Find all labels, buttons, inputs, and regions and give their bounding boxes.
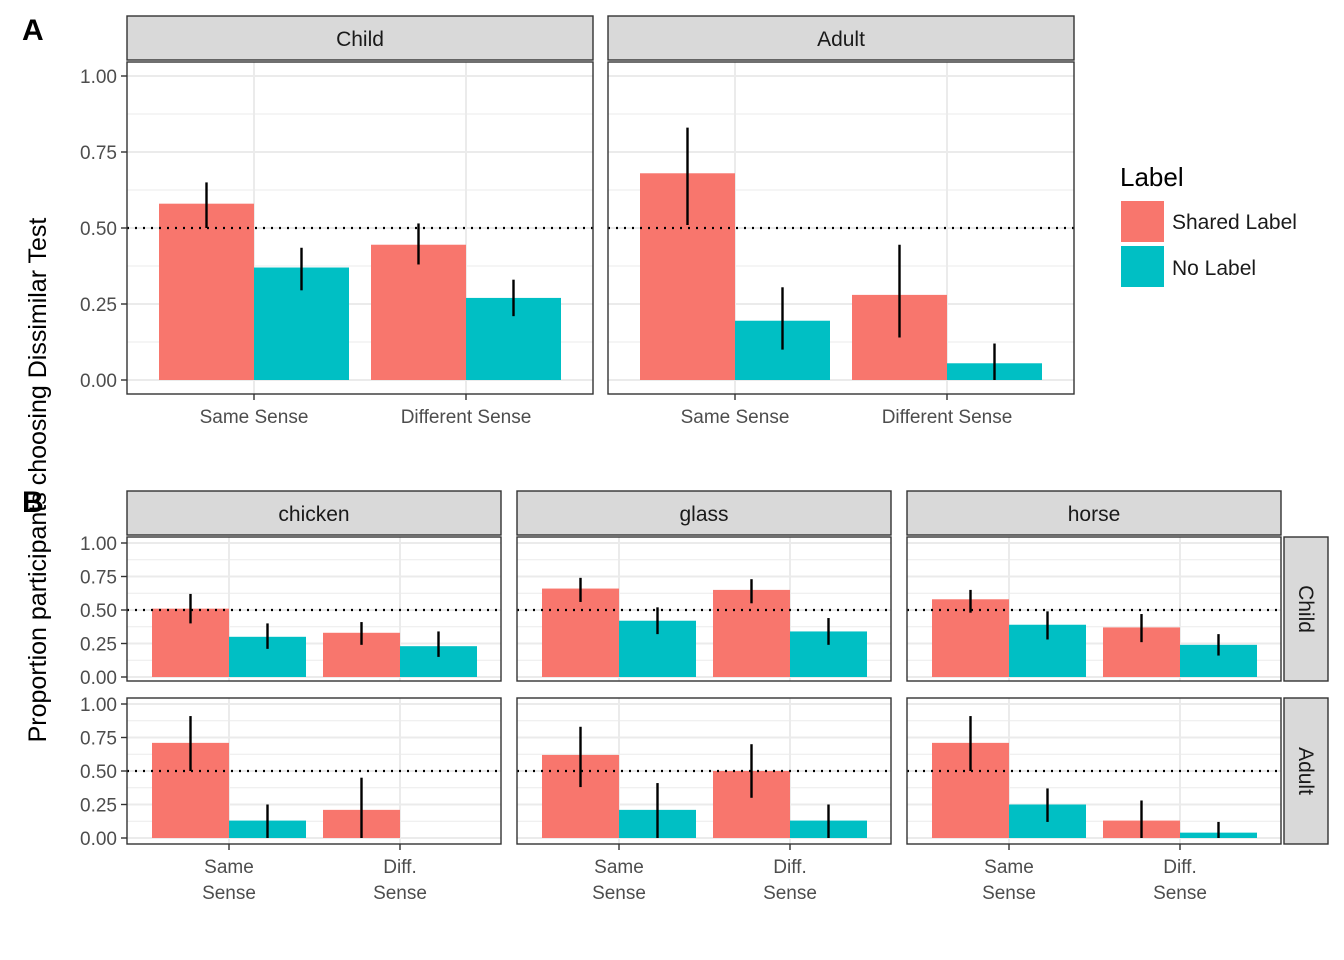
x-tick-label: Diff. <box>383 857 416 878</box>
facet-strip-label: glass <box>679 503 728 526</box>
facet-strip-label: Child <box>336 28 384 51</box>
panel-border <box>516 697 892 845</box>
bar <box>542 588 619 677</box>
y-tick-label: 0.50 <box>80 219 117 240</box>
facet-strip <box>906 490 1282 536</box>
facet-panel: Same Sense Diff. Sense <box>516 697 892 904</box>
y-tick-label: 0.75 <box>80 143 117 164</box>
panel-border <box>126 536 502 682</box>
x-tick-label: Same <box>594 857 644 878</box>
panel-border <box>906 536 1282 682</box>
y-axis-title: Proportion participants choosing Dissimi… <box>24 218 52 743</box>
y-tick-label: 0.50 <box>80 601 117 622</box>
panel-border <box>607 61 1075 395</box>
bar <box>713 589 790 677</box>
x-tick-label: Same <box>984 857 1034 878</box>
x-tick-label: Diff. <box>773 857 806 878</box>
legend-title: Label <box>1120 162 1184 192</box>
legend-label-no-label: No Label <box>1172 257 1256 280</box>
facet-strip-label: chicken <box>278 503 349 526</box>
bar <box>159 203 254 380</box>
x-tick-label: Same <box>204 857 254 878</box>
x-tick-label: Sense <box>1153 883 1207 904</box>
y-tick-label: 0.25 <box>80 295 117 316</box>
facet-strip <box>126 490 502 536</box>
legend: Label Shared Label No Label <box>1120 162 1297 287</box>
facet-strip-label: Adult <box>1294 747 1317 795</box>
facet-panel: 0.00 0.25 0.50 0.75 1.00 <box>80 534 502 689</box>
facet-panel <box>516 536 892 682</box>
legend-key-shared-label <box>1121 201 1164 242</box>
facet-strip <box>1283 697 1329 845</box>
facet-panel: Same Sense Diff. Sense 0.00 0.25 0.50 0.75 1.00 <box>80 695 502 904</box>
x-tick-label: Diff. <box>1163 857 1196 878</box>
facet-strip <box>126 15 594 61</box>
y-tick-label: 1.00 <box>80 695 117 716</box>
y-tick-label: 0.25 <box>80 796 117 817</box>
x-tick-label: Different Sense <box>401 407 532 428</box>
y-tick-label: 0.50 <box>80 762 117 783</box>
x-tick-label: Sense <box>373 883 427 904</box>
legend-key-no-label <box>1121 246 1164 287</box>
x-tick-label: Sense <box>592 883 646 904</box>
bar <box>371 244 466 380</box>
panel-tag-b: B <box>22 486 44 519</box>
y-tick-label: 0.25 <box>80 635 117 656</box>
panel-tag-a: A <box>22 14 44 47</box>
x-tick-label: Sense <box>202 883 256 904</box>
y-tick-label: 0.00 <box>80 668 117 689</box>
legend-label-shared-label: Shared Label <box>1172 211 1297 234</box>
facet-strip-label: horse <box>1068 503 1121 526</box>
panel-border <box>906 697 1282 845</box>
facet-panel: Same Sense Different Sense 0.00 0.25 0.50 0.7… <box>80 61 594 428</box>
facet-strip-label: Child <box>1294 585 1317 633</box>
x-tick-label: Same Sense <box>681 407 790 428</box>
y-tick-label: 0.00 <box>80 829 117 850</box>
y-tick-label: 0.75 <box>80 568 117 589</box>
facet-panel: Same Sense Different Sense <box>607 61 1075 428</box>
facet-panel <box>906 536 1282 682</box>
y-tick-label: 0.00 <box>80 371 117 392</box>
facet-panel: Same Sense Diff. Sense <box>906 697 1282 904</box>
y-tick-label: 1.00 <box>80 67 117 88</box>
facet-strip-label: Adult <box>817 28 865 51</box>
facet-strip <box>607 15 1075 61</box>
x-tick-label: Sense <box>982 883 1036 904</box>
y-tick-label: 1.00 <box>80 534 117 555</box>
facet-strip <box>516 490 892 536</box>
panel-border <box>516 536 892 682</box>
x-tick-label: Sense <box>763 883 817 904</box>
y-tick-label: 0.75 <box>80 729 117 750</box>
facet-strip <box>1283 536 1329 682</box>
x-tick-label: Different Sense <box>882 407 1013 428</box>
x-tick-label: Same Sense <box>200 407 309 428</box>
